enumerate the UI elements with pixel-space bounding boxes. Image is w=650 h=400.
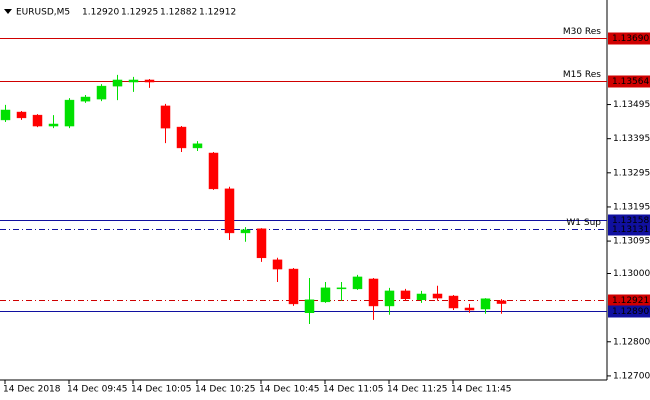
symbol: EURUSD,M5	[16, 8, 70, 18]
menu-icon	[4, 9, 12, 14]
candle-body	[224, 188, 235, 234]
quote-close: 1.12912	[199, 8, 236, 18]
candle-body	[144, 79, 155, 83]
level-name: M30 Res	[563, 27, 601, 37]
candle-body	[192, 143, 203, 149]
candle-body	[432, 293, 443, 299]
quote-open: 1.12920	[82, 8, 119, 18]
level-name: W1 Sup	[566, 218, 601, 228]
candle-body	[80, 96, 91, 102]
x-tick-label: 14 Dec 2018	[3, 385, 61, 395]
y-tick-label: 1.13000	[613, 269, 650, 279]
candle-body	[480, 298, 491, 310]
candle-body	[64, 99, 75, 127]
candle-body	[288, 268, 299, 305]
candle-body	[400, 290, 411, 300]
candle-body	[176, 126, 187, 149]
y-tick-label: 1.12800	[613, 337, 650, 347]
x-tick-label: 14 Dec 11:45	[451, 385, 512, 395]
candle-body	[320, 287, 331, 303]
candle-body	[160, 105, 171, 129]
quote-high: 1.12925	[121, 8, 158, 18]
candle-body	[48, 123, 59, 127]
y-tick-label: 1.12700	[613, 371, 650, 381]
candle-body	[96, 85, 107, 100]
level-name: M15 Res	[563, 70, 601, 80]
candle-body	[112, 79, 123, 87]
candle-body	[384, 290, 395, 307]
y-tick-label: 1.13095	[613, 237, 650, 247]
level-price-label: 1.13690	[612, 34, 649, 44]
level-price-label: 1.13131	[612, 225, 649, 235]
level-price-box	[608, 32, 650, 45]
x-tick-label: 14 Dec 10:05	[131, 385, 192, 395]
candle-body	[16, 111, 27, 119]
candle-body	[240, 229, 251, 234]
candle-body	[368, 278, 379, 307]
quote-low: 1.12882	[160, 8, 197, 18]
y-tick-label: 1.13295	[613, 168, 650, 178]
x-tick-label: 14 Dec 11:25	[387, 385, 448, 395]
level-price-box	[608, 294, 650, 307]
level-price-box	[608, 75, 650, 88]
candle-body	[496, 300, 507, 304]
level-price-box	[608, 305, 650, 318]
x-tick-label: 14 Dec 10:25	[195, 385, 256, 395]
candle-body	[32, 114, 43, 127]
candle-body	[352, 276, 363, 290]
x-tick-label: 14 Dec 11:05	[323, 385, 384, 395]
y-tick-label: 1.13195	[613, 202, 650, 212]
level-price-label: 1.13564	[612, 77, 649, 87]
candle-body	[464, 307, 475, 311]
level-price-label: 1.13158	[612, 216, 649, 226]
candle-body	[304, 299, 315, 314]
candle-body	[448, 295, 459, 309]
candle-body	[272, 259, 283, 270]
candle-body	[128, 79, 139, 83]
candle-body	[256, 228, 267, 259]
candle-body	[208, 152, 219, 190]
level-price-box	[608, 223, 650, 236]
x-tick-label: 14 Dec 09:45	[67, 385, 128, 395]
level-price-label: 1.12890	[612, 307, 649, 317]
level-price-label: 1.12921	[612, 296, 649, 306]
candle-body	[416, 293, 427, 301]
x-tick-label: 14 Dec 10:45	[259, 385, 320, 395]
y-tick-label: 1.13495	[613, 100, 650, 110]
candle-body	[0, 109, 11, 121]
candle-body	[336, 287, 347, 290]
y-tick-label: 1.13395	[613, 134, 650, 144]
